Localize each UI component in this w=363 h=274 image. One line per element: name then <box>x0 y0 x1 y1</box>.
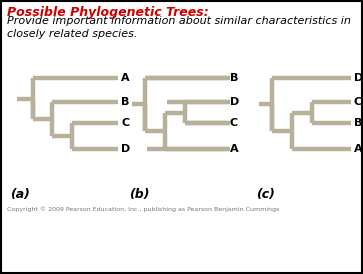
Text: A: A <box>121 73 130 83</box>
Text: D: D <box>230 97 239 107</box>
Text: (a): (a) <box>10 188 30 201</box>
Text: Provide important information about similar characteristics in
closely related s: Provide important information about simi… <box>7 16 351 39</box>
Text: (b): (b) <box>129 188 150 201</box>
Text: B: B <box>230 73 238 83</box>
Text: A: A <box>354 144 363 154</box>
Text: D: D <box>121 144 130 154</box>
Text: A: A <box>230 144 238 154</box>
Text: Copyright © 2009 Pearson Education, Inc., publishing as Pearson Benjamin Cumming: Copyright © 2009 Pearson Education, Inc.… <box>7 206 279 212</box>
Text: B: B <box>354 118 362 128</box>
Text: B: B <box>121 97 129 107</box>
Text: Possible Phylogenetic Trees:: Possible Phylogenetic Trees: <box>7 6 209 19</box>
Text: C: C <box>121 118 129 128</box>
Text: (c): (c) <box>256 188 275 201</box>
Text: C: C <box>230 118 238 128</box>
Text: C: C <box>354 97 362 107</box>
Text: D: D <box>354 73 363 83</box>
